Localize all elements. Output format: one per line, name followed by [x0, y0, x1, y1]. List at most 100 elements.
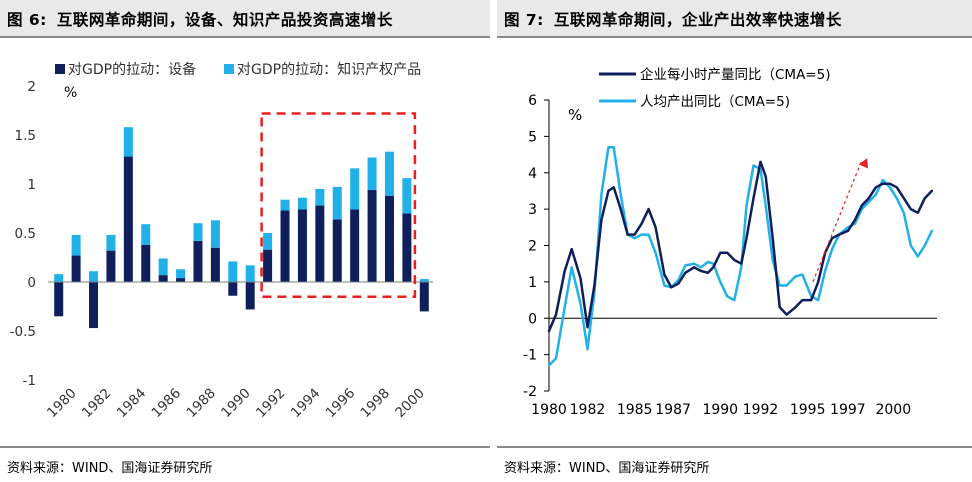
x-tick-label: 1982 [79, 385, 115, 421]
x-tick-label: 1995 [790, 402, 826, 418]
bar-equipment [54, 282, 64, 317]
bar-equipment [402, 213, 412, 282]
bar-ip-products [384, 151, 394, 196]
y-tick-label: 6 [528, 93, 537, 109]
bar-ip-products [228, 261, 238, 282]
unit-label: % [568, 106, 582, 124]
bar-chart: 对GDP的拉动：设备 对GDP的拉动：知识产权产品% 2 1.5 1 0.5 0 -0.5 -1… [10, 61, 433, 421]
bar-ip-products [106, 234, 116, 251]
y-tick-label: 3 [528, 202, 537, 218]
bar-ip-products [280, 199, 290, 211]
figure-7-label: 图 7: [504, 11, 544, 29]
bar-ip-products [419, 279, 429, 282]
x-tick-label: 1982 [570, 402, 606, 418]
legend-label-1: 对GDP的拉动：知识产权产品 [237, 61, 421, 78]
bar-ip-products [54, 274, 64, 282]
figure-6-footer: 资料来源：WIND、国海证券研究所 [0, 446, 490, 482]
legend-swatch-0 [55, 64, 65, 74]
y-tick-label: 2 [27, 79, 36, 95]
x-tick-label: 1990 [218, 385, 254, 421]
bar-ip-products [210, 220, 220, 248]
x-tick-label: 1998 [357, 385, 393, 421]
unit-label: % [64, 85, 77, 101]
figure-7-panel: 图 7: 互联网革命期间，企业产出效率快速增长 企业每小时产量同比（CMA=5) 人… [497, 0, 972, 480]
y-tick-label: 0 [528, 311, 537, 327]
x-tick-label: 1997 [830, 402, 866, 418]
figure-7-header: 图 7: 互联网革命期间，企业产出效率快速增长 [497, 0, 972, 38]
y-tick-label: -1 [23, 373, 36, 389]
bar-equipment [123, 156, 133, 282]
bar-equipment [263, 249, 273, 282]
x-tick-label: 1990 [702, 402, 738, 418]
bars [54, 127, 429, 329]
x-tick-label: 1980 [531, 402, 567, 418]
bar-equipment [367, 189, 377, 282]
bar-equipment [419, 282, 429, 312]
y-tick-label: 4 [528, 166, 537, 182]
bar-equipment [71, 255, 81, 282]
bar-equipment [245, 282, 255, 310]
bar-ip-products [315, 188, 325, 206]
bar-equipment [176, 278, 186, 282]
x-tick-label: 2000 [875, 402, 911, 418]
bar-ip-products [297, 197, 307, 210]
figure-7-title: 图 7: 互联网革命期间，企业产出效率快速增长 [504, 8, 842, 30]
bar-ip-products [402, 178, 412, 214]
figure-6-header: 图 6: 互联网革命期间，设备、知识产品投资高速增长 [0, 0, 490, 38]
bar-equipment [350, 209, 360, 282]
bar-equipment [332, 219, 342, 282]
x-tick-label: 2000 [392, 385, 428, 421]
line-chart: 企业每小时产量同比（CMA=5) 人均产出同比（CMA=5)% 6 5 4 3 2 1 0 -1 -… [523, 66, 937, 418]
x-tick-label: 1988 [183, 385, 219, 421]
y-tick-label: 0 [27, 275, 36, 291]
x-tick-label: 1985 [617, 402, 653, 418]
figure-6-panel: 图 6: 互联网革命期间，设备、知识产品投资高速增长 对GDP的拉动：设备 对GDP… [0, 0, 490, 482]
y-tick-label: 0.5 [15, 226, 36, 242]
bar-ip-products [367, 157, 377, 190]
bar-ip-products [263, 233, 273, 250]
bar-equipment [89, 282, 99, 329]
series-line-output-per-capita [547, 146, 934, 367]
figure-7-footer: 资料来源：WIND、国海证券研究所 [497, 446, 972, 482]
bar-ip-products [89, 271, 99, 282]
y-tick-label: 5 [528, 129, 537, 145]
bar-ip-products [193, 223, 203, 241]
legend-label-1: 人均产出同比（CMA=5) [640, 94, 790, 110]
figure-6-label: 图 6: [7, 11, 47, 29]
legend-swatch-1 [224, 64, 234, 74]
legend-label-0: 企业每小时产量同比（CMA=5) [640, 66, 830, 83]
bar-equipment [210, 247, 220, 282]
trend-arrow-head [858, 158, 869, 169]
x-tick-labels: 1980 1982 1984 1986 1988 1990 1992 1994 1996 1998… [44, 385, 428, 421]
bar-equipment [297, 209, 307, 282]
bar-ip-products [332, 186, 342, 220]
bar-ip-products [158, 258, 168, 276]
x-tick-label: 1992 [743, 402, 779, 418]
bar-equipment [141, 244, 151, 282]
y-tick-label: 1 [27, 177, 36, 193]
bar-equipment [106, 250, 116, 282]
x-tick-label: 1984 [114, 385, 150, 421]
bar-equipment [384, 195, 394, 282]
y-tick-label: 1 [528, 275, 537, 291]
x-tick-label: 1994 [288, 385, 324, 421]
y-tick-label: -2 [523, 384, 537, 400]
bar-ip-products [245, 265, 255, 282]
bar-equipment [193, 240, 203, 282]
y-tick-label: 1.5 [15, 128, 36, 144]
figure-7-source: 资料来源：WIND、国海证券研究所 [504, 461, 710, 476]
bar-ip-products [123, 127, 133, 157]
bar-ip-products [141, 224, 151, 245]
y-tick-label: 2 [528, 239, 537, 255]
y-tick-label: -0.5 [10, 324, 36, 340]
bar-ip-products [176, 269, 186, 279]
bar-equipment [228, 282, 238, 296]
legend-label-0: 对GDP的拉动：设备 [68, 61, 196, 78]
bar-equipment [280, 210, 290, 282]
figure-6-title: 图 6: 互联网革命期间，设备、知识产品投资高速增长 [7, 8, 393, 30]
series-line-output-per-hour [547, 160, 934, 333]
legend: 对GDP的拉动：设备 对GDP的拉动：知识产权产品 [55, 61, 421, 78]
bar-ip-products [71, 234, 81, 256]
x-tick-label: 1980 [44, 385, 80, 421]
highlight-box [260, 112, 417, 298]
